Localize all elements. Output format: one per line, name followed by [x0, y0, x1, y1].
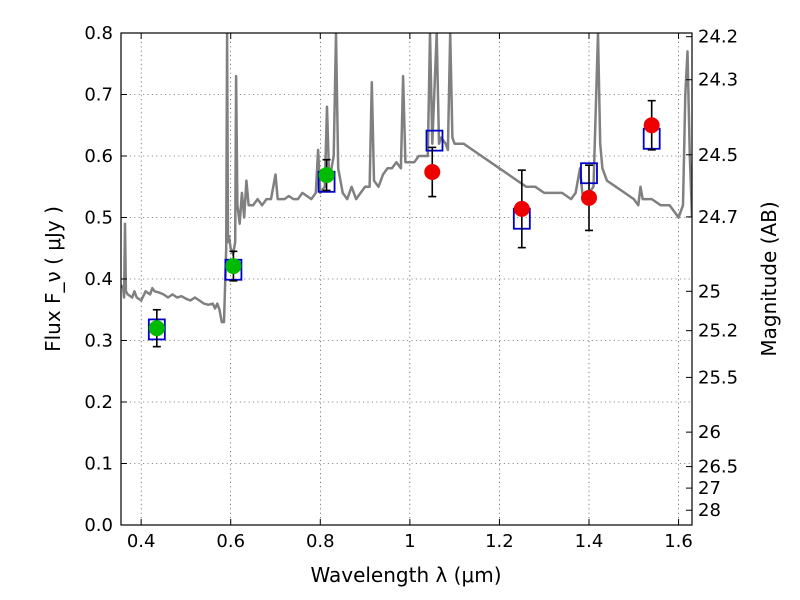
y-tick-label: 0.4	[84, 269, 113, 290]
right-tick-label: 25.5	[698, 367, 738, 388]
x-tick-label: 0.8	[306, 531, 335, 552]
right-tick-label: 24.3	[698, 70, 738, 91]
optical-observed-point	[148, 320, 165, 337]
y-tick-label: 0.8	[84, 23, 113, 44]
x-tick-label: 1	[404, 531, 415, 552]
right-tick-label: 24.7	[698, 207, 738, 228]
right-tick-label: 28	[698, 500, 721, 521]
x-tick-label: 1.2	[485, 531, 514, 552]
y-tick-label: 0.0	[84, 515, 113, 536]
x-axis-label: Wavelength λ (μm)	[310, 563, 501, 587]
x-tick-label: 0.4	[127, 531, 156, 552]
x-tick-label: 1.4	[575, 531, 604, 552]
model-spectrum-line	[121, 33, 692, 324]
right-tick-label: 26	[698, 422, 721, 443]
optical-observed-point	[318, 167, 335, 184]
y-axis-label: Flux F_ν ( μJy )	[41, 206, 65, 352]
model-photometry-point	[425, 129, 444, 152]
nir-observed-point	[513, 200, 530, 217]
x-tick-label: 0.6	[216, 531, 245, 552]
right-tick-label: 24.2	[698, 27, 738, 48]
right-tick-label: 26.5	[698, 457, 738, 478]
y-tick-label: 0.1	[84, 454, 113, 475]
nir-observed-point	[643, 117, 660, 134]
plot-area	[121, 33, 692, 348]
right-tick-label: 25	[698, 281, 721, 302]
x-axis-label-text: Wavelength λ (μm)	[310, 563, 501, 587]
y-tick-label: 0.7	[84, 85, 113, 106]
x-tick-label: 1.6	[664, 531, 693, 552]
y-tick-label: 0.2	[84, 392, 113, 413]
optical-observed-point	[225, 258, 242, 275]
nir-observed-point	[580, 189, 597, 206]
nir-observed-point	[424, 163, 441, 180]
right-axis-label: Magnitude (AB)	[757, 201, 781, 356]
right-tick-label: 27	[698, 478, 721, 499]
right-tick-label: 24.5	[698, 145, 738, 166]
y-tick-label: 0.5	[84, 208, 113, 229]
right-tick-label: 25.2	[698, 321, 738, 342]
axis-ticks: 0.4 0.6 0.8 1 1.2 1.4 1.6 0.0 0.1 0.2 0.3 0.4 0.5 0.6…	[84, 23, 738, 552]
y-tick-label: 0.6	[84, 146, 113, 167]
y-tick-label: 0.3	[84, 331, 113, 352]
